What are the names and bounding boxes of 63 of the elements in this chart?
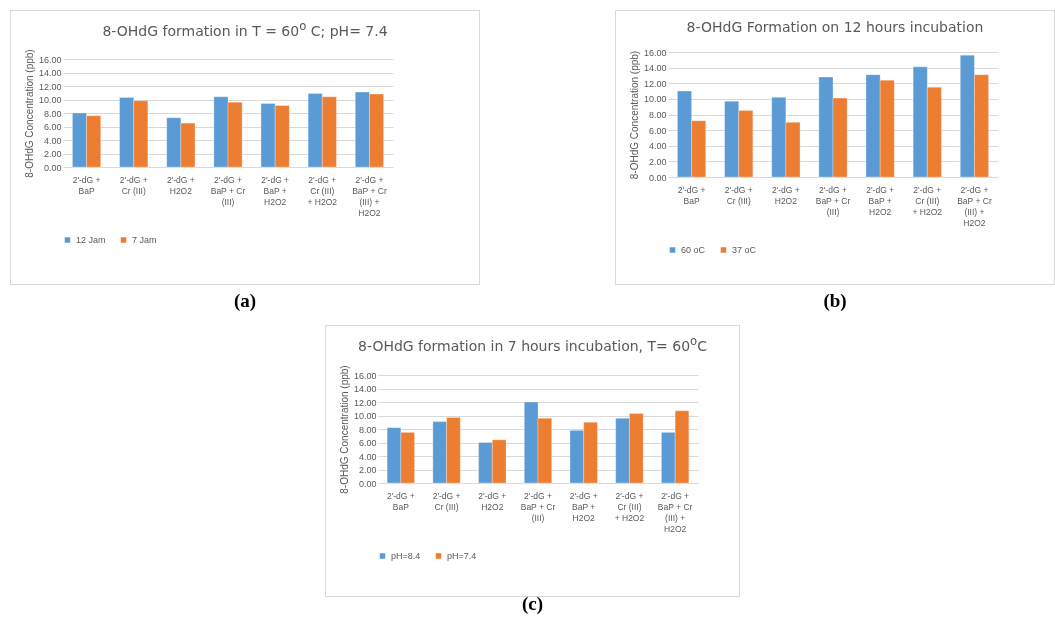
y-tick-label: 8.00 — [358, 424, 377, 435]
x-tick-label: 2'-dG + BaP + Cr (III) + H2O2 — [657, 490, 693, 534]
text: (c) — [520, 593, 545, 615]
x-tick-label: 2'-dG + Cr (III) + H2O2 — [614, 490, 645, 523]
y-tick-label: 4.00 — [648, 141, 667, 152]
x-tick-label: 2'-dG + BaP + Cr (III) + H2O2 — [957, 184, 992, 228]
text: (a) — [232, 290, 258, 312]
x-tick-label: 2'-dG + Cr (III) — [119, 174, 148, 196]
x-tick-label: 2'-dG + BaP — [677, 184, 706, 206]
y-tick-label: 10.00 — [38, 95, 62, 105]
x-tick-label: 2'-dG + H2O2 — [771, 184, 800, 206]
y-tick-label: 2.00 — [648, 156, 667, 167]
chart-title: 8-OHdG formation in 7 hours incubation, T= 60$^{o}$C — [357, 334, 708, 354]
text: (b) — [822, 290, 848, 312]
x-tick-label: 2'-dG + Cr (III) — [724, 184, 753, 206]
y-tick-label: 4.00 — [358, 451, 377, 462]
x-tick-label: 2'-dG + BaP + Cr (III) + H2O2 — [352, 174, 387, 218]
y-tick-label: 0.00 — [358, 478, 377, 489]
x-tick-label: 2'-dG + BaP + H2O2 — [569, 490, 598, 523]
y-tick-label: 6.00 — [358, 438, 377, 448]
x-tick-label: 2'-dG + BaP + H2O2 — [261, 174, 290, 207]
x-tick-label: 2'-dG + Cr (III) + H2O2 — [912, 184, 943, 217]
y-tick-label: 0.00 — [43, 162, 62, 173]
x-tick-label: 2'-dG + BaP + Cr (III) — [520, 490, 556, 523]
y-tick-label: 0.00 — [648, 172, 667, 183]
y-tick-label: 4.00 — [43, 135, 62, 146]
y-tick-label: 16.00 — [353, 370, 377, 381]
y-tick-label: 12.00 — [38, 81, 62, 92]
y-tick-label: 16.00 — [38, 54, 62, 65]
legend-label: 7 Jam — [132, 234, 157, 245]
y-tick-label: 14.00 — [643, 63, 667, 74]
x-tick-label: 2'-dG + H2O2 — [478, 490, 507, 512]
y-axis-title: 8-OHdG Concentration (ppb) — [628, 50, 640, 180]
x-tick-label: 2'-dG + Cr (III) — [432, 490, 461, 512]
y-tick-label: 8.00 — [648, 110, 667, 120]
x-tick-label: 2'-dG + BaP + Cr (III) — [210, 174, 246, 207]
y-tick-label: 6.00 — [648, 125, 667, 136]
y-tick-label: 12.00 — [643, 78, 667, 89]
y-tick-label: 2.00 — [43, 149, 62, 159]
legend-label: pH=7.4 — [447, 550, 477, 561]
legend-label: pH=8.4 — [391, 550, 421, 561]
legend-label: 37 oC — [732, 244, 757, 255]
legend-label: 12 Jam — [76, 234, 106, 245]
legend-label: 60 oC — [681, 244, 706, 255]
x-tick-label: 2'-dG + Cr (III) + H2O2 — [307, 174, 338, 207]
y-tick-label: 8.00 — [43, 108, 62, 119]
y-tick-label: 10.00 — [353, 411, 377, 421]
x-tick-label: 2'-dG + BaP + H2O2 — [866, 184, 895, 217]
x-tick-label: 2'-dG + BaP — [72, 174, 101, 196]
y-tick-label: 14.00 — [38, 68, 62, 78]
chart-title: 8-OHdG Formation on 12 hours incubation — [685, 19, 985, 35]
x-tick-label: 2'-dG + BaP + Cr (III) — [815, 184, 851, 217]
y-axis-title: 8-OHdG Concentration (ppb) — [23, 49, 35, 178]
y-tick-label: 16.00 — [643, 47, 667, 58]
x-tick-label: 2'-dG + H2O2 — [166, 174, 195, 196]
y-tick-label: 6.00 — [43, 122, 62, 132]
y-tick-label: 10.00 — [643, 94, 667, 105]
y-tick-label: 14.00 — [353, 384, 377, 394]
y-axis-title: 8-OHdG Concentration (ppb) — [338, 365, 350, 494]
x-tick-label: 2'-dG + BaP — [386, 490, 415, 512]
y-tick-label: 2.00 — [358, 465, 377, 475]
y-tick-label: 12.00 — [353, 397, 377, 408]
chart-title: 8-OHdG formation in T = 60$^{o}$ C; pH= 7.4 — [101, 19, 389, 39]
